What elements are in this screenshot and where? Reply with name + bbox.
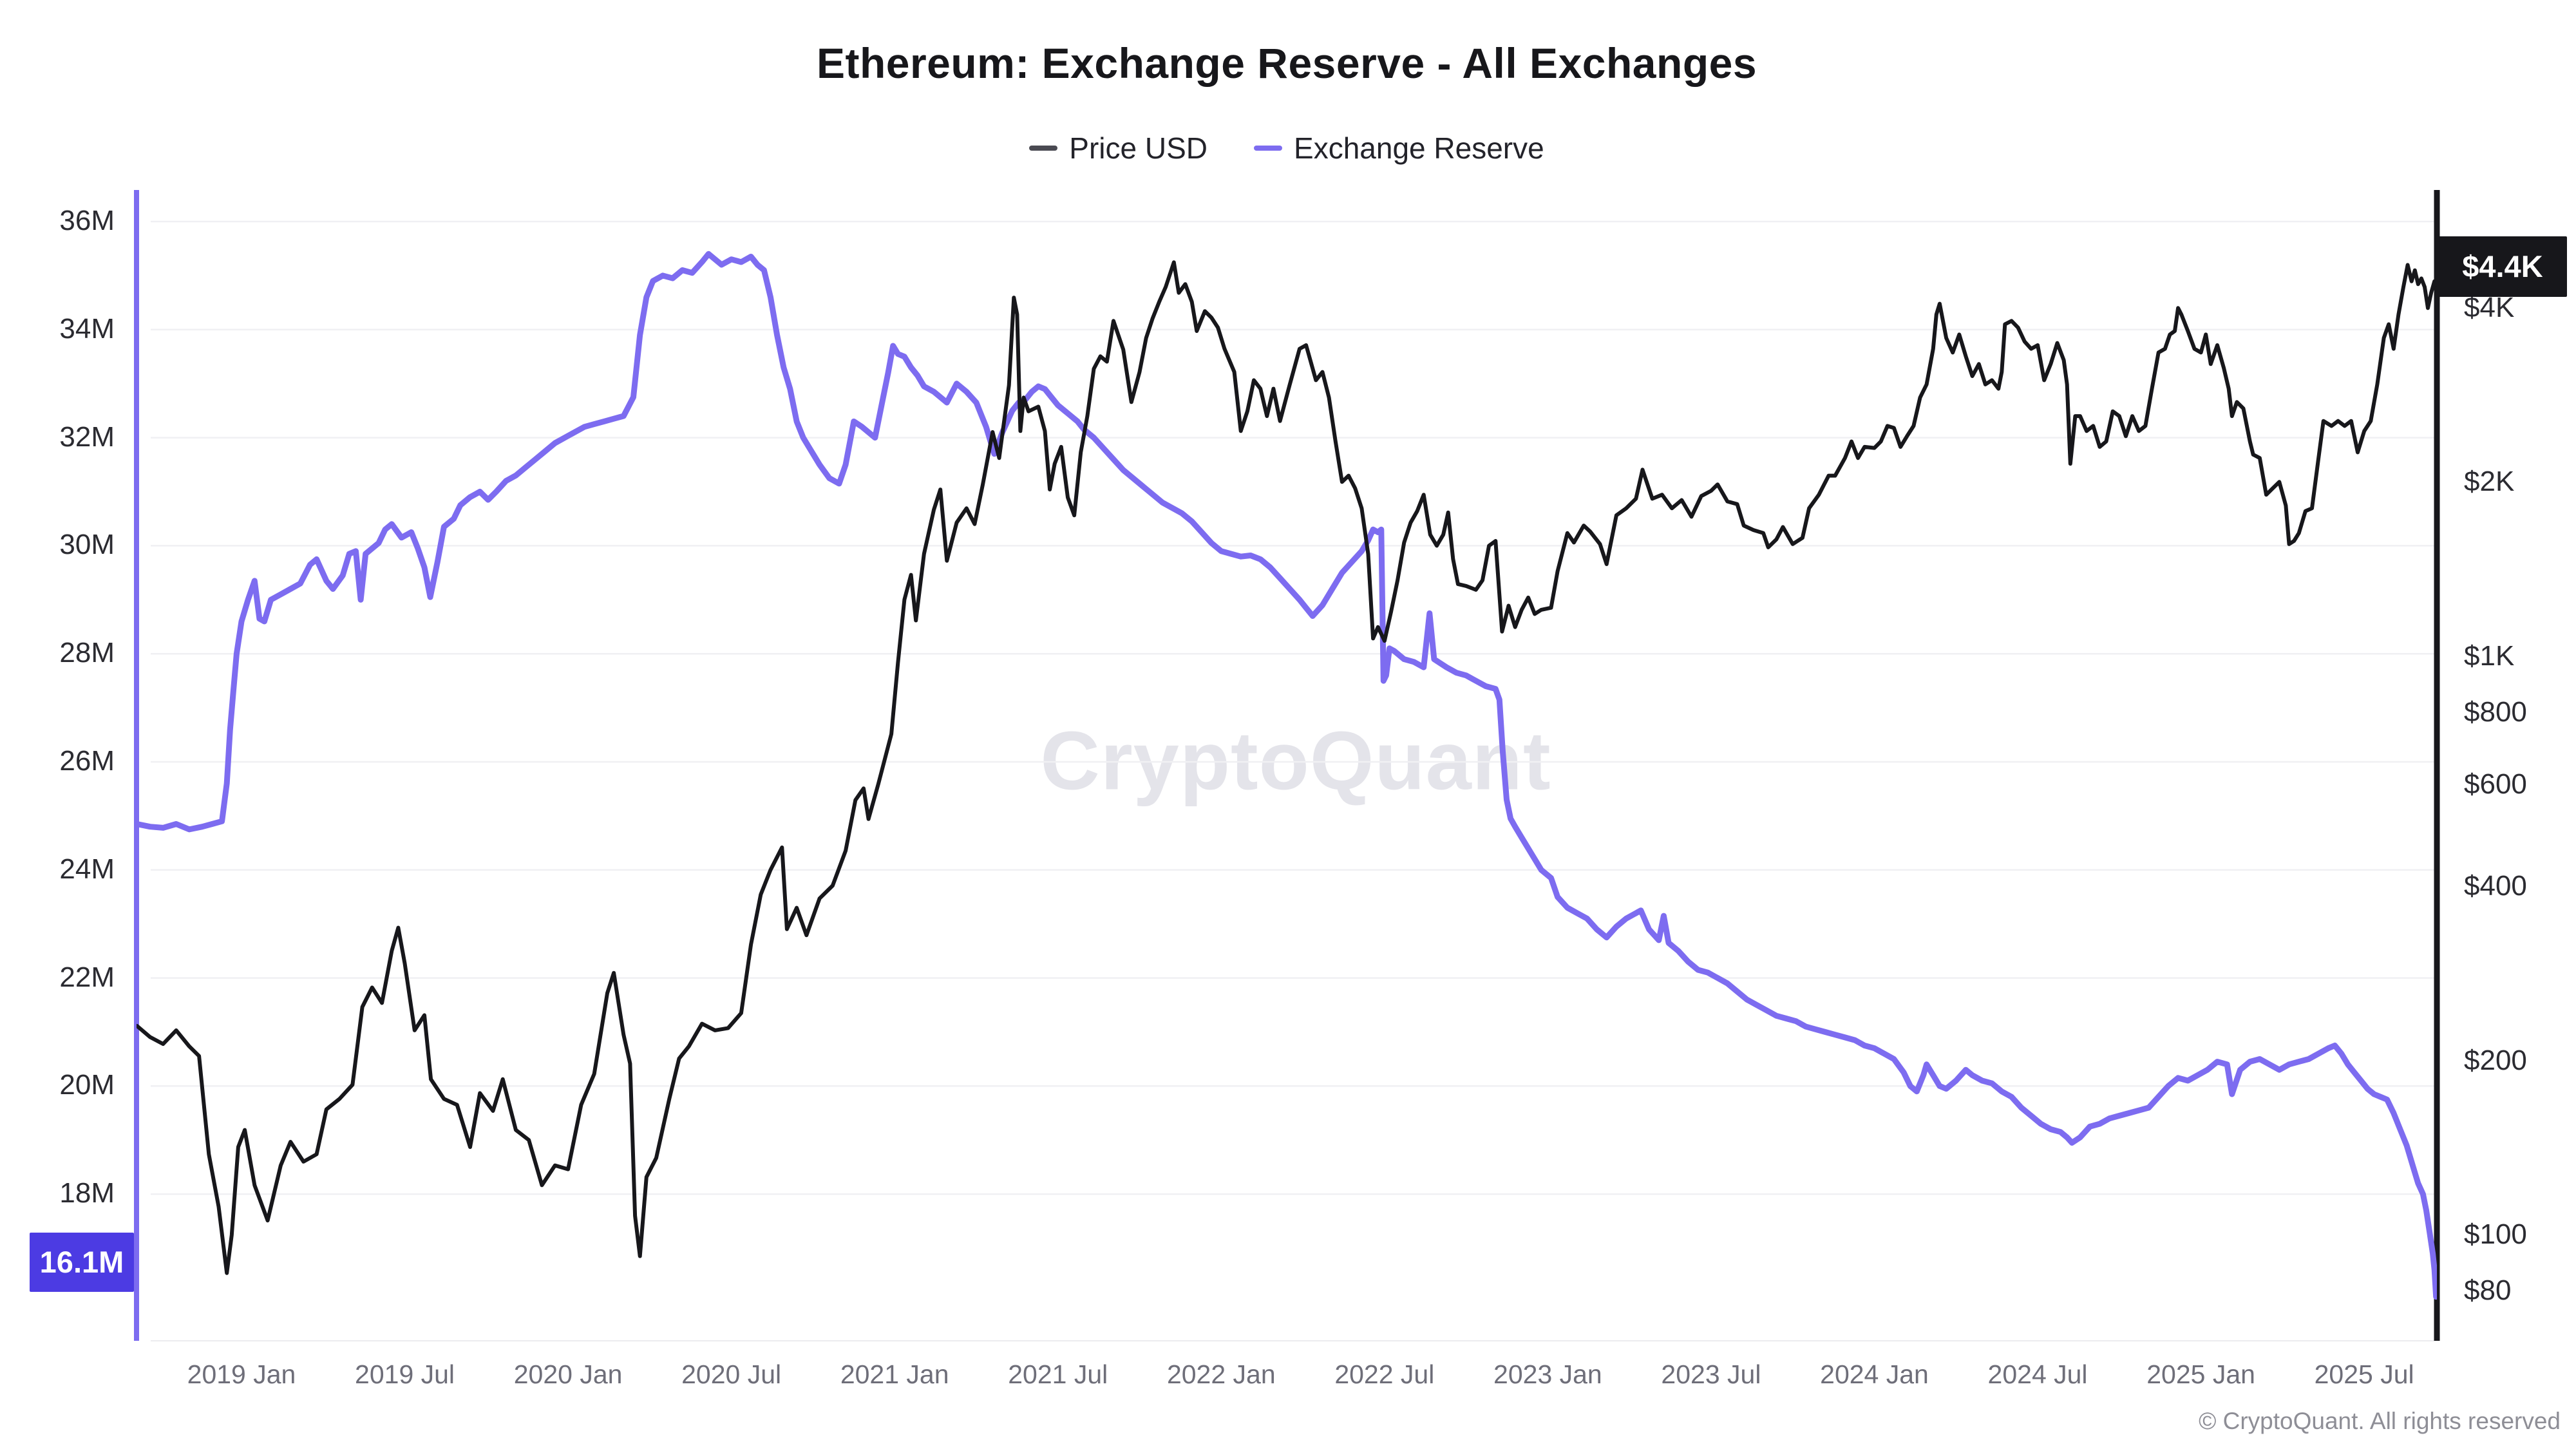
x-axis-tick-label: 2025 Jul — [2314, 1359, 2414, 1389]
legend-label-exchange-reserve: Exchange Reserve — [1294, 131, 1544, 165]
price-line-swatch-icon — [1029, 146, 1058, 151]
y-left-tick-label: 30M — [59, 529, 115, 561]
chart-title: Ethereum: Exchange Reserve - All Exchang… — [816, 39, 1757, 87]
x-axis-tick-label: 2020 Jul — [681, 1359, 782, 1389]
price-usd-series-line — [137, 260, 2437, 1275]
x-axis-tick-label: 2022 Jan — [1166, 1359, 1276, 1389]
y-right-tick-label: $100 — [2464, 1218, 2527, 1250]
y-right-tick-label: $2K — [2464, 466, 2515, 498]
reserve-line-swatch-icon — [1254, 146, 1283, 151]
y-right-tick-label: $800 — [2464, 696, 2527, 728]
y-right-tick-label: $200 — [2464, 1044, 2527, 1076]
exchange-reserve-series-line — [137, 251, 2437, 1300]
x-axis-tick-label: 2024 Jan — [1820, 1359, 1929, 1389]
y-left-tick-label: 20M — [59, 1069, 115, 1101]
y-left-tick-label: 22M — [59, 961, 115, 993]
legend-item-price-usd[interactable]: Price USD — [1029, 131, 1208, 166]
y-right-tick-label: $80 — [2464, 1274, 2512, 1306]
y-left-tick-label: 34M — [59, 312, 115, 345]
x-axis-tick-label: 2023 Jul — [1661, 1359, 1761, 1389]
y-left-tick-label: 28M — [59, 637, 115, 669]
y-left-tick-label: 36M — [59, 205, 115, 236]
copyright-notice: © CryptoQuant. All rights reserved — [2199, 1408, 2561, 1434]
y-left-tick-label: 18M — [59, 1177, 115, 1209]
x-axis-tick-label: 2019 Jul — [355, 1359, 455, 1389]
y-left-tick-label: 24M — [59, 853, 115, 885]
x-axis-tick-label: 2020 Jan — [513, 1359, 623, 1389]
y-left-tick-label: 26M — [59, 745, 115, 777]
x-axis-tick-label: 2021 Jul — [1008, 1359, 1108, 1389]
price-last-value-badge: $4.4K — [2438, 236, 2567, 297]
x-axis-tick-label: 2024 Jul — [1987, 1359, 2088, 1389]
y-right-tick-label: $400 — [2464, 870, 2527, 902]
x-axis-tick-label: 2019 Jan — [187, 1359, 296, 1389]
y-right-tick-label: $600 — [2464, 768, 2527, 800]
y-left-tick-label: 32M — [59, 421, 115, 453]
legend-item-exchange-reserve[interactable]: Exchange Reserve — [1254, 131, 1544, 166]
x-axis-tick-label: 2023 Jan — [1493, 1359, 1602, 1389]
reserve-last-value-badge: 16.1M — [30, 1232, 134, 1292]
x-axis-tick-label: 2021 Jan — [840, 1359, 949, 1389]
y-right-tick-label: $1K — [2464, 639, 2515, 672]
x-axis-tick-label: 2025 Jan — [2146, 1359, 2255, 1389]
legend-label-price-usd: Price USD — [1069, 131, 1208, 165]
x-axis-tick-label: 2022 Jul — [1334, 1359, 1435, 1389]
legend: Price USD Exchange Reserve — [137, 128, 2437, 169]
y-right-tick-label: $4K — [2464, 291, 2515, 323]
